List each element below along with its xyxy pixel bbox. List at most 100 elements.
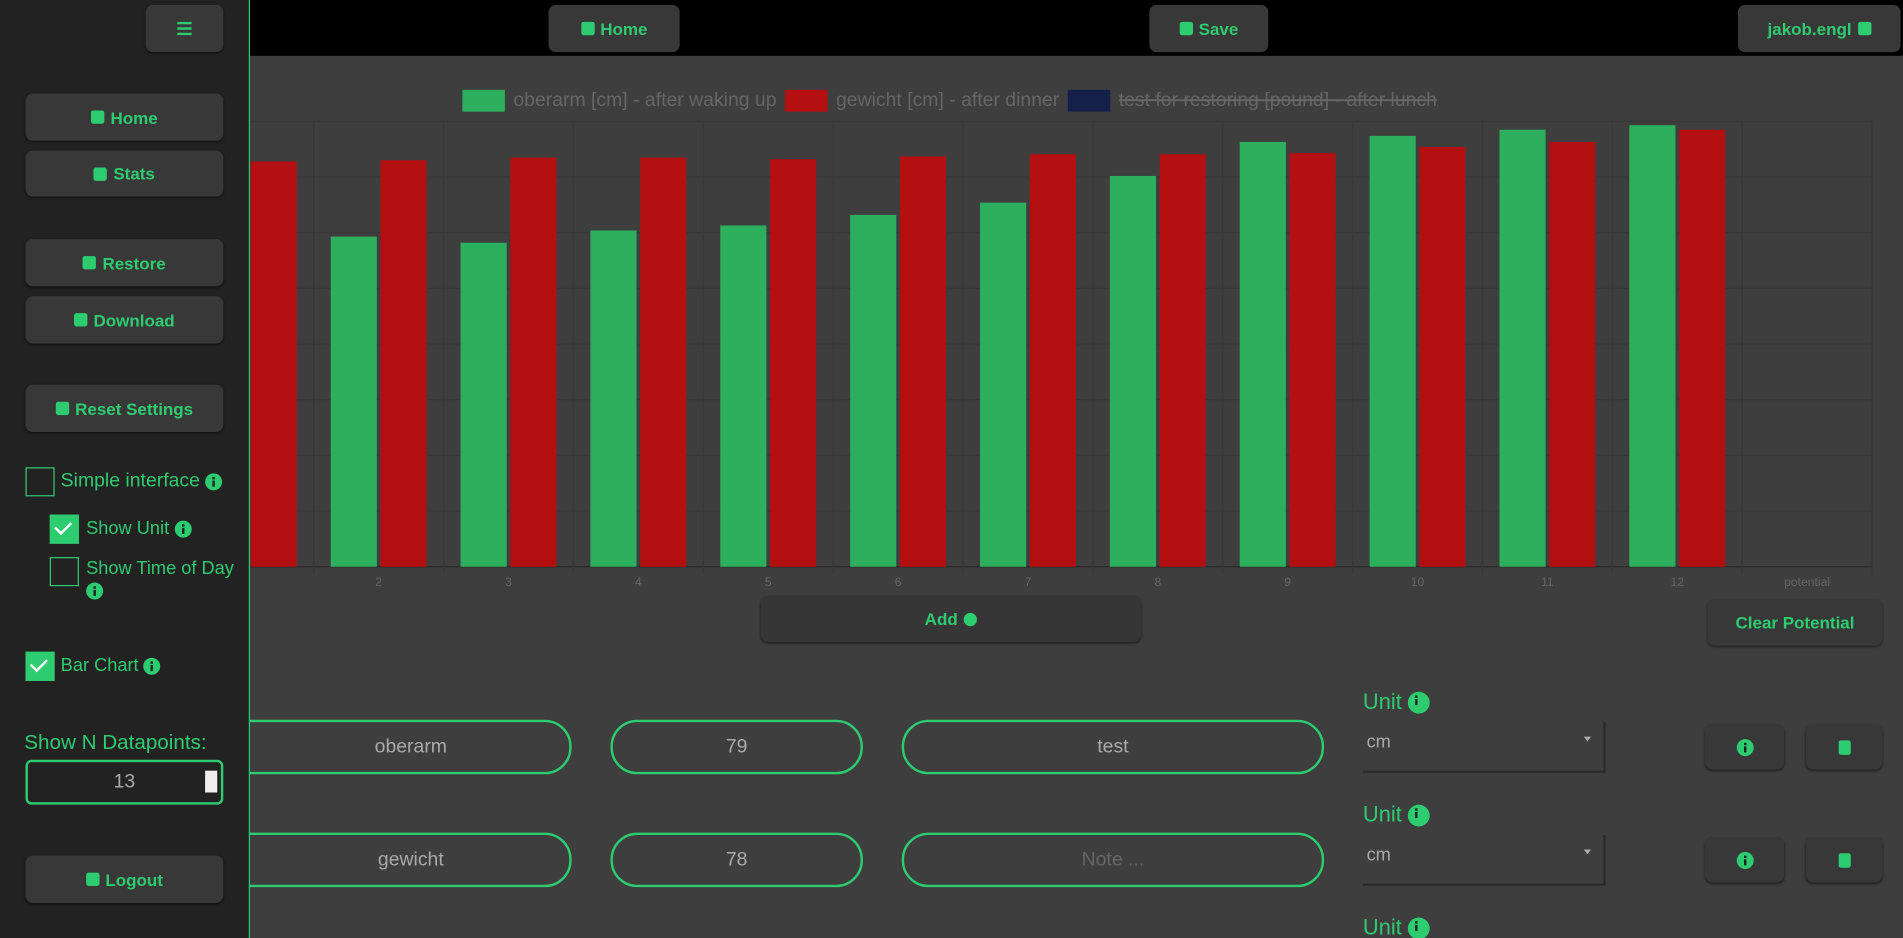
- text: Unit: [1362, 689, 1402, 714]
- bar: [980, 202, 1027, 567]
- value: cm: [1366, 731, 1391, 753]
- bar: [899, 156, 947, 567]
- text: Simple interface: [60, 470, 200, 492]
- value: 13: [113, 771, 136, 792]
- bar: [850, 214, 897, 567]
- menu-icon: [177, 21, 192, 36]
- bar: [1679, 129, 1726, 567]
- label: Stats: [113, 163, 155, 184]
- bar: [1159, 154, 1206, 567]
- download-button[interactable]: Download: [25, 296, 224, 344]
- legend-label[interactable]: test for restoring [pound] - after lunch: [1119, 89, 1437, 111]
- bar: [1629, 125, 1676, 567]
- checkbox[interactable]: [25, 651, 55, 681]
- label: Add: [924, 609, 958, 629]
- unit-label: Unit: [1363, 689, 1430, 714]
- legend-label[interactable]: gewicht [cm] - after dinner: [836, 89, 1060, 111]
- bar: [1109, 175, 1157, 567]
- add-button[interactable]: Add: [760, 595, 1141, 643]
- legend-label[interactable]: oberarm [cm] - after waking up: [513, 89, 776, 111]
- bar: [1549, 141, 1596, 567]
- label: Home: [600, 18, 648, 39]
- text: Bar Chart: [60, 655, 139, 677]
- setting-label: Show Unit: [86, 518, 192, 539]
- checkbox[interactable]: [25, 467, 55, 497]
- checkbox[interactable]: [49, 514, 79, 544]
- text: Unit: [1362, 915, 1402, 938]
- bar: [1289, 153, 1336, 567]
- x-tick-label: 11: [1541, 575, 1554, 589]
- bar: [460, 242, 507, 567]
- logout-button[interactable]: Logout: [25, 855, 224, 903]
- sidebar: Home Stats Restore Download Reset Settin…: [0, 0, 251, 938]
- value: test: [1097, 736, 1129, 757]
- bar: [1419, 146, 1466, 567]
- x-tick-label: 7: [1025, 575, 1032, 589]
- unit-select[interactable]: cm: [1362, 722, 1606, 774]
- bar: [1239, 141, 1286, 567]
- note-input[interactable]: test: [901, 719, 1325, 775]
- x-tick-label: 12: [1671, 575, 1685, 589]
- bar: [1369, 135, 1416, 567]
- menu-button[interactable]: [145, 4, 224, 53]
- label: jakob.engl: [1767, 18, 1852, 39]
- x-tick-label: 9: [1284, 575, 1291, 589]
- bar: [250, 161, 297, 567]
- datapoints-label: Show N Datapoints:: [24, 730, 207, 754]
- setting-label: Simple interface: [61, 471, 223, 493]
- restore-button[interactable]: Restore: [25, 239, 224, 287]
- value-input[interactable]: 79: [610, 719, 863, 775]
- value: 78: [725, 848, 748, 870]
- bar: [330, 236, 377, 567]
- bar: [1029, 154, 1076, 567]
- setting-label: Bar Chart: [61, 655, 161, 676]
- bar: [720, 225, 767, 567]
- clear-potential-button[interactable]: Clear Potential: [1707, 599, 1883, 646]
- home-button[interactable]: Home: [25, 93, 224, 141]
- label: Home: [110, 107, 158, 127]
- legend-swatch[interactable]: [1067, 89, 1111, 112]
- bar: [770, 159, 817, 567]
- note-input[interactable]: Note ...: [901, 832, 1325, 888]
- spinner[interactable]: [205, 770, 218, 793]
- bar: [640, 157, 687, 567]
- bar: [380, 160, 427, 567]
- bar: [510, 157, 557, 567]
- x-tick-label: potential: [1784, 575, 1830, 589]
- legend: oberarm [cm] - after waking up gewicht [c…: [462, 89, 1437, 112]
- x-tick-label: 5: [765, 575, 772, 589]
- unit-select[interactable]: cm: [1362, 834, 1606, 886]
- home-button[interactable]: Home: [548, 4, 680, 53]
- checkbox[interactable]: [49, 557, 79, 587]
- x-tick-label: 8: [1154, 575, 1161, 589]
- reset-button[interactable]: Reset Settings: [25, 384, 224, 433]
- legend-swatch[interactable]: [785, 89, 828, 112]
- bar: [1499, 129, 1546, 567]
- top-bar: Home Save jakob.engl: [250, 0, 1903, 56]
- label: Restore: [102, 253, 166, 273]
- unit-label: Unit: [1363, 915, 1430, 938]
- save-button[interactable]: Save: [1149, 4, 1269, 53]
- x-tick-label: 3: [505, 575, 512, 589]
- value: cm: [1366, 844, 1391, 866]
- text: Unit: [1362, 802, 1402, 827]
- label: Reset Settings: [75, 398, 194, 419]
- datapoints-input[interactable]: 13: [25, 759, 224, 805]
- x-tick-label: 6: [895, 575, 902, 589]
- delete-button[interactable]: [1805, 837, 1883, 883]
- value-input[interactable]: 78: [610, 832, 863, 888]
- legend-swatch[interactable]: [462, 89, 505, 112]
- info-button[interactable]: [1705, 837, 1785, 883]
- value: oberarm: [374, 736, 447, 757]
- stats-button[interactable]: Stats: [25, 150, 224, 197]
- info-button[interactable]: [1705, 724, 1785, 770]
- value: 79: [725, 736, 748, 757]
- unit-label: Unit: [1363, 802, 1430, 827]
- bar: [590, 230, 637, 567]
- label: Download: [93, 310, 175, 330]
- delete-button[interactable]: [1805, 724, 1883, 770]
- text: Show Time of Day: [86, 558, 234, 579]
- user-button[interactable]: jakob.engl: [1737, 4, 1901, 53]
- x-tick-label: 2: [375, 575, 382, 589]
